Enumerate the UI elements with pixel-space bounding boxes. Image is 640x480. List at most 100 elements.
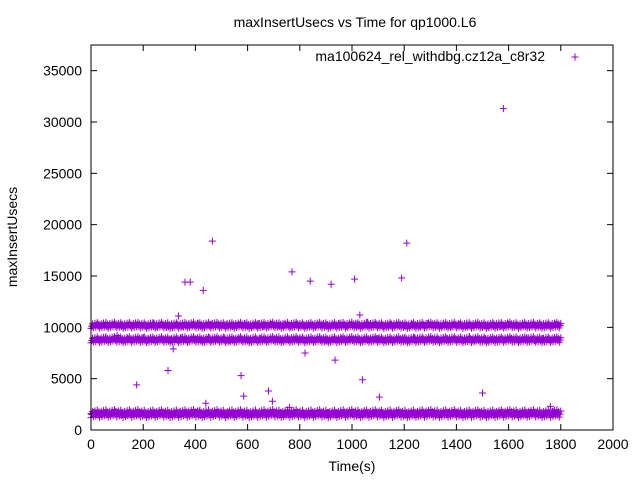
x-tick-label: 1400 <box>441 436 472 452</box>
y-axis-label: maxInsertUsecs <box>4 187 20 287</box>
data-point <box>197 321 205 329</box>
data-point <box>460 409 468 417</box>
data-point <box>142 321 150 329</box>
data-point <box>557 334 565 342</box>
data-point <box>499 105 507 113</box>
data-point <box>410 319 418 327</box>
data-point <box>108 409 116 417</box>
data-point <box>213 318 221 326</box>
data-point <box>471 337 479 345</box>
data-point <box>164 319 172 327</box>
data-point <box>185 320 193 328</box>
data-point <box>206 334 214 342</box>
data-point <box>223 320 231 328</box>
data-point <box>284 319 292 327</box>
data-point <box>345 336 353 344</box>
data-point <box>348 409 356 417</box>
x-tick-label: 2000 <box>597 436 628 452</box>
data-points <box>87 105 565 422</box>
data-point <box>309 409 317 417</box>
data-point <box>426 335 434 343</box>
data-point <box>497 322 505 330</box>
data-point <box>195 408 203 416</box>
data-point <box>481 335 489 343</box>
data-point <box>410 333 418 341</box>
data-point <box>155 409 163 417</box>
data-point <box>125 333 133 341</box>
data-point <box>102 318 110 326</box>
data-point <box>473 320 481 328</box>
x-tick-label: 1200 <box>389 436 420 452</box>
data-point <box>220 334 228 342</box>
data-point <box>207 320 215 328</box>
data-point <box>332 410 340 418</box>
data-point <box>178 322 186 330</box>
data-point <box>354 319 362 327</box>
data-point <box>210 411 218 419</box>
data-point <box>553 333 561 341</box>
data-point <box>118 409 126 417</box>
data-point <box>544 321 552 329</box>
data-point <box>104 323 112 331</box>
data-point <box>275 321 283 329</box>
data-point <box>356 311 364 319</box>
data-point <box>452 409 460 417</box>
data-point <box>260 333 268 341</box>
data-point <box>374 335 382 343</box>
data-point <box>339 333 347 341</box>
data-point <box>386 319 394 327</box>
data-point <box>468 410 476 418</box>
data-point <box>172 333 180 341</box>
data-point <box>432 321 440 329</box>
data-point <box>225 337 233 345</box>
data-point <box>139 334 147 342</box>
data-point <box>187 409 195 417</box>
data-point <box>497 333 505 341</box>
data-point <box>157 333 165 341</box>
data-point <box>387 320 395 328</box>
data-point <box>241 320 249 328</box>
data-point <box>351 275 359 283</box>
data-point <box>243 319 251 327</box>
data-point <box>169 345 177 353</box>
y-tick-label: 0 <box>74 422 82 438</box>
data-point <box>348 318 356 326</box>
data-point <box>411 334 419 342</box>
plot-frame <box>90 44 614 431</box>
data-point <box>386 333 394 341</box>
data-point <box>424 319 432 327</box>
axis-ticks: 0 200 400 600 800 1000 1200 1400 1600 1800 2000050… <box>43 45 629 452</box>
data-point <box>224 409 232 417</box>
data-point <box>94 320 102 328</box>
y-tick-label: 20000 <box>43 217 82 233</box>
data-point <box>439 320 447 328</box>
data-point <box>523 334 531 342</box>
data-point <box>353 320 361 328</box>
data-point <box>298 319 306 327</box>
data-point <box>298 410 306 418</box>
data-point <box>398 274 406 282</box>
data-point <box>447 322 455 330</box>
data-point <box>176 408 184 416</box>
data-point <box>450 335 458 343</box>
data-point <box>269 333 277 341</box>
data-point <box>292 333 300 341</box>
data-point <box>385 409 393 417</box>
data-point <box>371 320 379 328</box>
data-point <box>331 333 339 341</box>
data-point <box>257 335 265 343</box>
data-point <box>486 409 494 417</box>
data-point <box>191 409 199 417</box>
data-point <box>497 318 505 326</box>
data-point <box>465 333 473 341</box>
data-point <box>110 319 118 327</box>
data-point <box>177 334 185 342</box>
data-point <box>254 319 262 327</box>
data-point <box>525 409 533 417</box>
data-point <box>101 334 109 342</box>
data-point <box>515 336 523 344</box>
data-point <box>121 322 129 330</box>
data-point <box>285 403 293 411</box>
data-point <box>392 409 400 417</box>
y-tick-label: 5000 <box>51 371 82 387</box>
